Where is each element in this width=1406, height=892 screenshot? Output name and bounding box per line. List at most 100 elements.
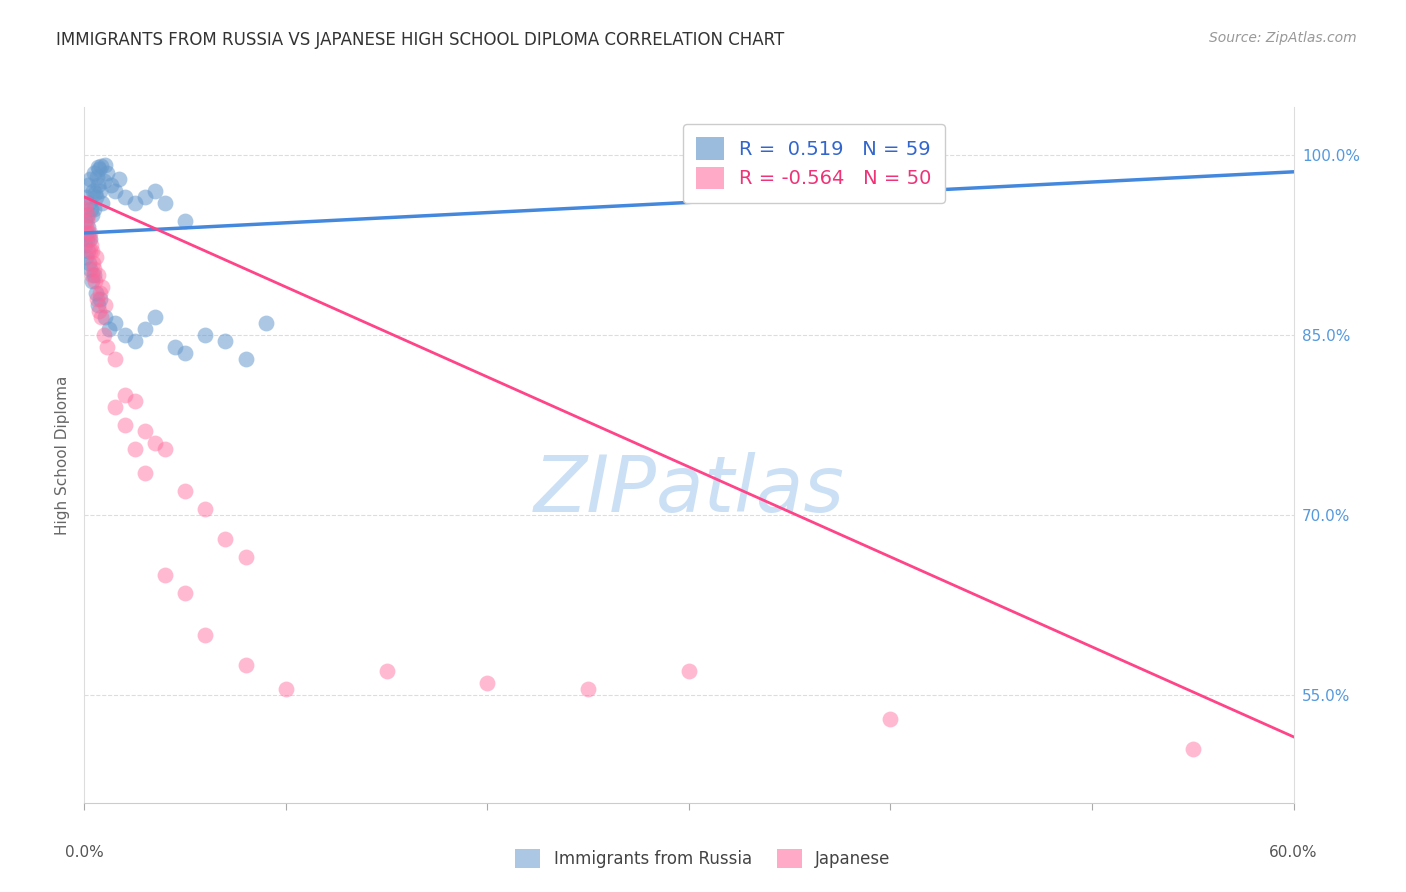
Point: [75, 214, 97, 228]
Point: [90, 310, 112, 324]
Point: [89, 304, 111, 318]
Point: [124, 334, 146, 348]
Point: [83, 262, 105, 277]
Point: [91, 280, 114, 294]
Point: [96, 166, 118, 180]
Point: [77, 244, 100, 258]
Point: [76, 208, 98, 222]
Point: [678, 664, 700, 678]
Point: [83, 268, 105, 282]
Point: [79, 196, 101, 211]
Point: [165, 340, 187, 354]
Point: [124, 442, 146, 456]
Point: [134, 322, 156, 336]
Point: [82, 184, 104, 198]
Point: [84, 186, 107, 201]
Text: 60.0%: 60.0%: [1270, 845, 1317, 860]
Point: [75, 250, 97, 264]
Point: [77, 226, 100, 240]
Point: [153, 442, 176, 456]
Point: [77, 208, 100, 222]
Point: [86, 292, 108, 306]
Point: [104, 184, 127, 198]
Point: [104, 351, 127, 366]
Point: [576, 681, 599, 696]
Point: [114, 388, 136, 402]
Point: [104, 400, 127, 414]
Point: [75, 196, 97, 211]
Point: [114, 328, 136, 343]
Point: [477, 676, 499, 690]
Point: [134, 190, 156, 204]
Point: [75, 238, 97, 252]
Point: [143, 310, 166, 324]
Point: [174, 586, 197, 600]
Point: [274, 681, 297, 696]
Point: [235, 657, 257, 672]
Point: [93, 298, 115, 312]
Point: [879, 712, 901, 726]
Point: [80, 202, 103, 216]
Point: [91, 196, 114, 211]
Point: [124, 196, 146, 211]
Point: [82, 268, 104, 282]
Point: [107, 172, 129, 186]
Point: [174, 346, 197, 360]
Point: [87, 268, 110, 282]
Point: [84, 274, 107, 288]
Point: [79, 232, 101, 246]
Point: [93, 158, 115, 172]
Point: [76, 232, 98, 246]
Point: [93, 174, 115, 188]
Point: [100, 178, 122, 192]
Point: [124, 393, 146, 408]
Point: [75, 202, 97, 216]
Point: [89, 285, 111, 300]
Point: [79, 226, 101, 240]
Point: [90, 159, 112, 173]
Point: [89, 162, 111, 177]
Point: [254, 316, 277, 330]
Point: [75, 219, 97, 234]
Point: [104, 316, 127, 330]
Legend: Immigrants from Russia, Japanese: Immigrants from Russia, Japanese: [509, 842, 897, 875]
Point: [1181, 741, 1204, 756]
Point: [80, 238, 103, 252]
Point: [143, 184, 166, 198]
Point: [174, 483, 197, 498]
Point: [134, 424, 156, 438]
Point: [375, 664, 398, 678]
Text: 0.0%: 0.0%: [65, 845, 104, 860]
Point: [114, 417, 136, 432]
Point: [77, 219, 100, 234]
Point: [82, 274, 104, 288]
Point: [86, 169, 108, 184]
Point: [153, 196, 176, 211]
Point: [194, 328, 217, 343]
Point: [82, 256, 104, 270]
Point: [96, 340, 118, 354]
Point: [153, 567, 176, 582]
Point: [79, 262, 101, 277]
Point: [79, 244, 101, 258]
Point: [82, 244, 104, 258]
Point: [114, 190, 136, 204]
Point: [79, 172, 101, 186]
Point: [87, 178, 110, 192]
Point: [77, 178, 100, 192]
Point: [194, 628, 217, 642]
Point: [93, 328, 115, 343]
Point: [235, 351, 257, 366]
Point: [86, 250, 108, 264]
Point: [134, 466, 156, 480]
Point: [87, 298, 110, 312]
Point: [214, 334, 236, 348]
Text: ZIPatlas: ZIPatlas: [533, 451, 845, 528]
Point: [97, 322, 120, 336]
Point: [83, 166, 105, 180]
Point: [194, 502, 217, 516]
Point: [143, 436, 166, 450]
Point: [214, 532, 236, 546]
Point: [83, 202, 105, 216]
Point: [86, 190, 108, 204]
